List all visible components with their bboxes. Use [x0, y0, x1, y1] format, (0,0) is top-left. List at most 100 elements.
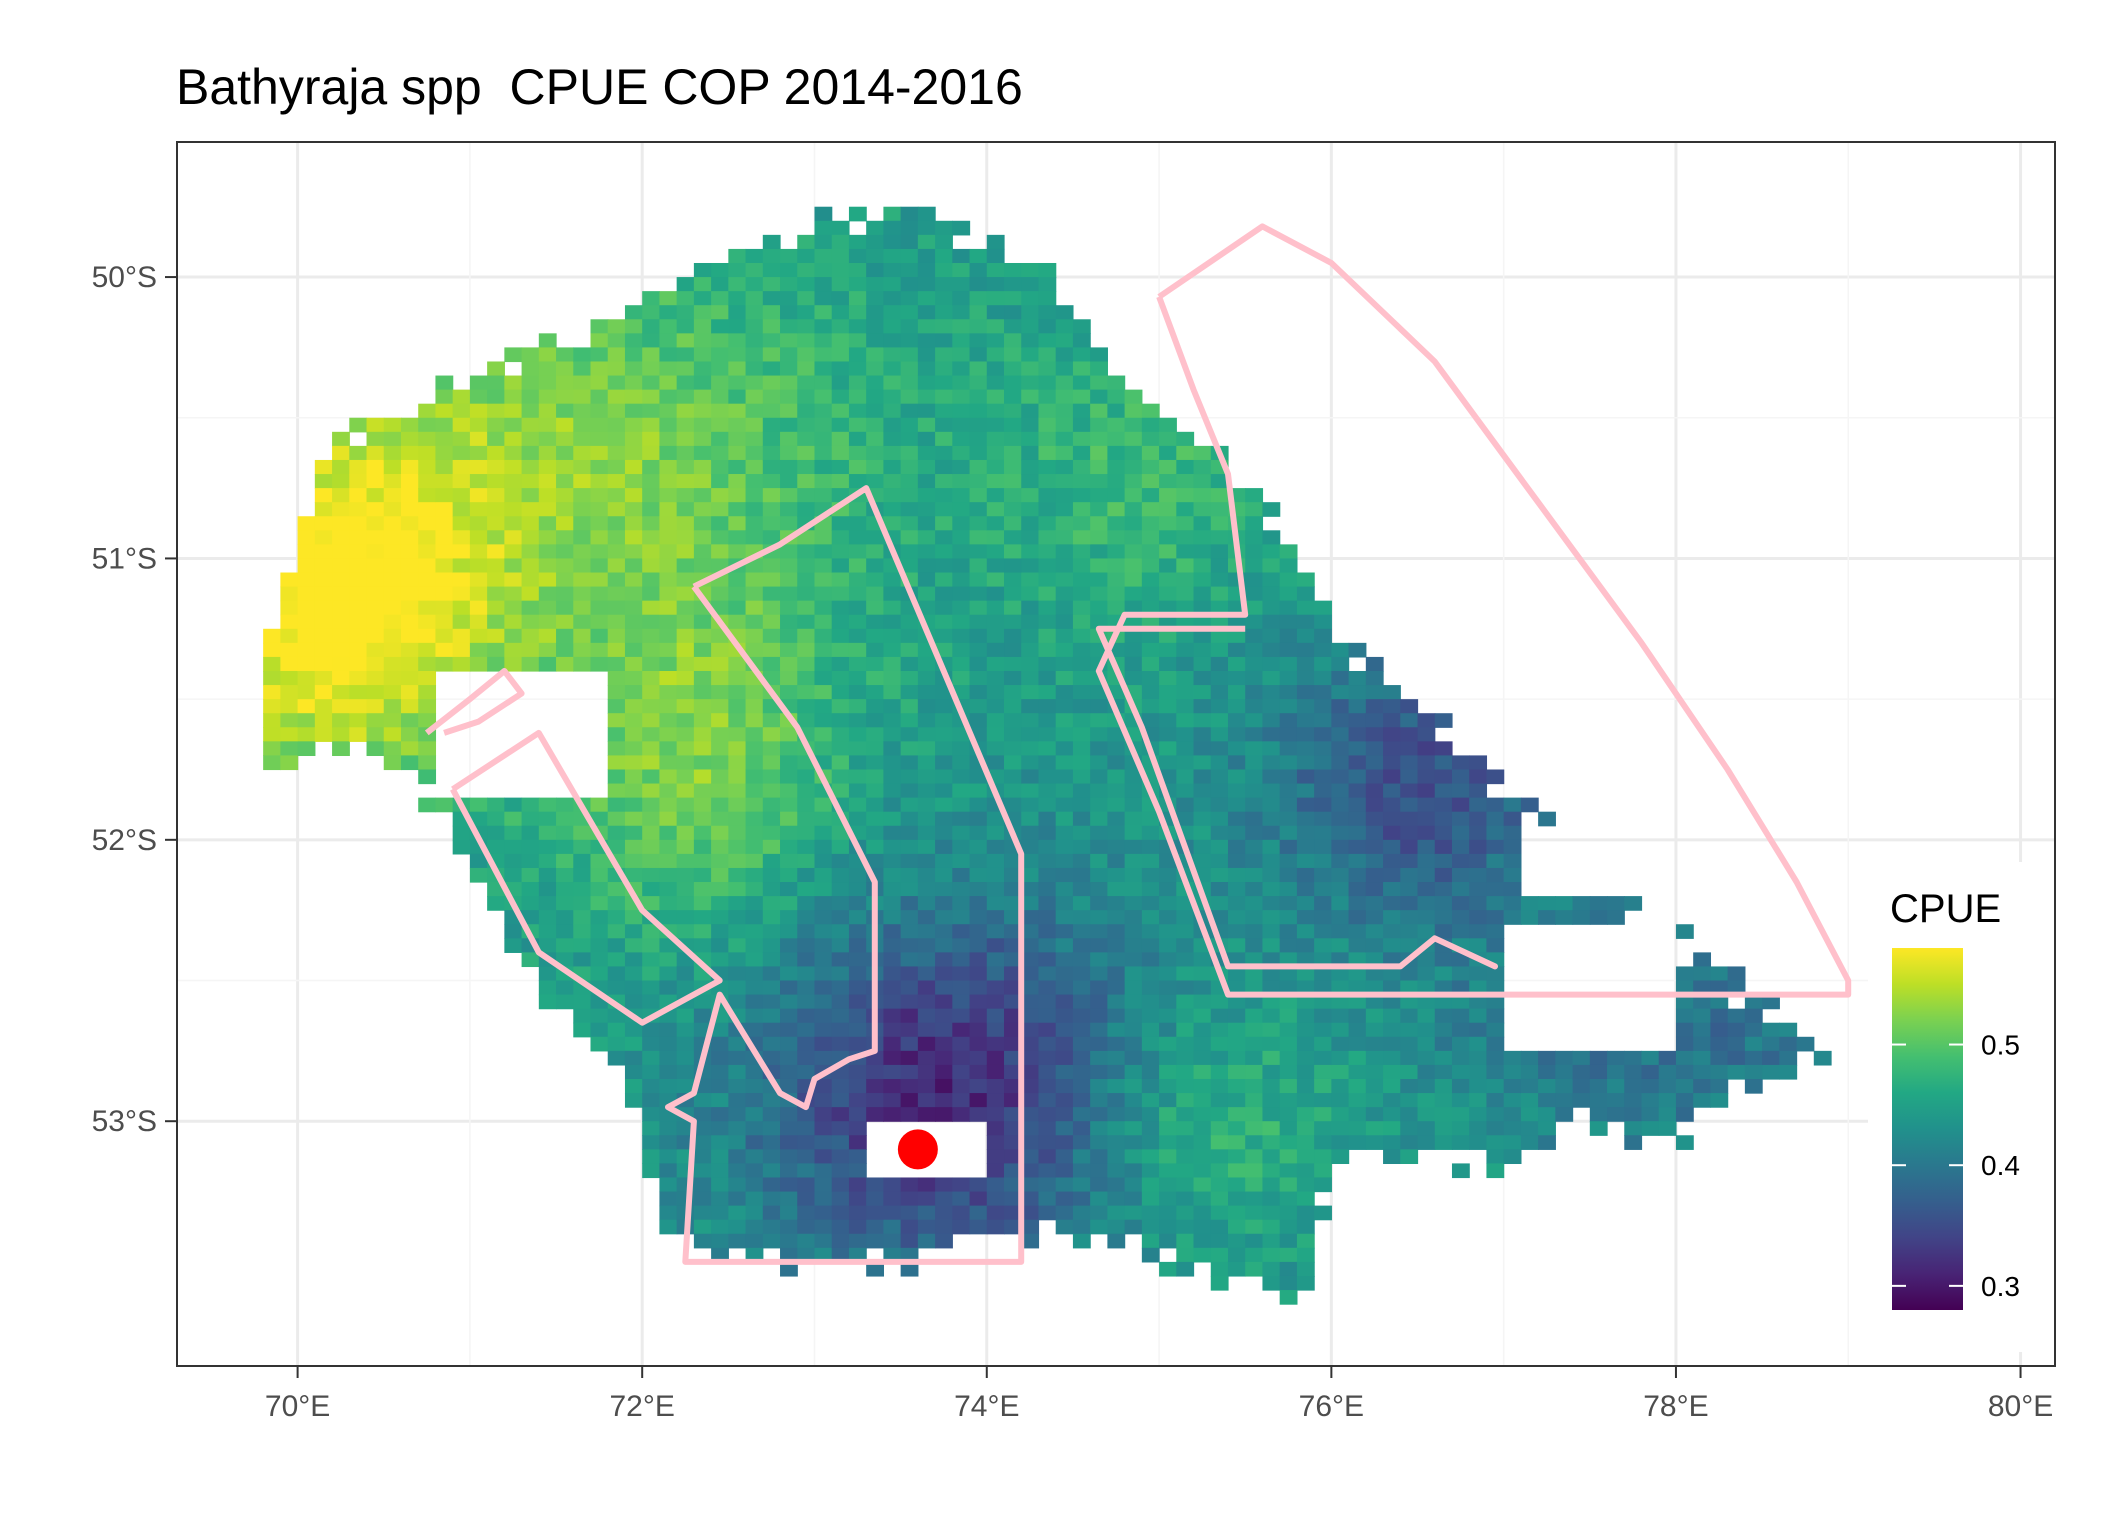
cpue-cell: [935, 291, 953, 306]
cpue-cell: [986, 1219, 1005, 1235]
x-axis-tick-label: 70°E: [265, 1390, 330, 1423]
cpue-cell: [711, 839, 729, 855]
cpue-cell: [1038, 262, 1057, 278]
cpue-cell: [900, 867, 919, 883]
cpue-cell: [435, 628, 454, 644]
cpue-cell: [693, 699, 712, 714]
cpue-cell: [607, 572, 626, 588]
cpue-cell: [1038, 1177, 1057, 1193]
cpue-cell: [1124, 656, 1143, 672]
cpue-cell: [1434, 1008, 1453, 1024]
cpue-cell: [1279, 924, 1298, 939]
cpue-cell: [883, 1050, 902, 1066]
cpue-cell: [831, 1191, 850, 1207]
cpue-cell: [642, 769, 661, 785]
cpue-cell: [780, 1022, 798, 1038]
cpue-cell: [1383, 1008, 1401, 1024]
cpue-cell: [1038, 445, 1057, 461]
cpue-cell: [469, 445, 488, 461]
cpue-cell: [1365, 910, 1384, 925]
cpue-cell: [521, 642, 540, 658]
cpue-cell: [969, 980, 988, 996]
cpue-cell: [900, 502, 919, 517]
cpue-cell: [986, 1022, 1005, 1038]
cpue-cell: [814, 1121, 833, 1136]
cpue-cell: [676, 431, 695, 447]
cpue-cell: [1227, 839, 1246, 855]
cpue-cell: [314, 488, 333, 503]
cpue-cell: [1072, 853, 1091, 869]
cpue-cell: [1641, 1107, 1660, 1122]
cpue-cell: [504, 811, 523, 827]
cpue-cell: [848, 206, 867, 222]
cpue-cell: [1400, 1093, 1419, 1108]
cpue-cell: [1021, 811, 1040, 827]
cpue-cell: [797, 825, 816, 841]
cpue-cell: [866, 347, 885, 363]
cpue-cell: [418, 642, 437, 658]
cpue-cell: [1451, 1050, 1470, 1066]
cpue-cell: [1107, 488, 1126, 503]
cpue-cell: [1434, 839, 1453, 855]
cpue-cell: [1176, 938, 1195, 953]
cpue-cell: [1262, 952, 1281, 968]
cpue-cell: [659, 853, 678, 869]
cpue-cell: [1365, 656, 1384, 672]
cpue-cell: [986, 1050, 1005, 1066]
cpue-cell: [1434, 994, 1453, 1010]
cpue-cell: [1072, 910, 1091, 925]
cpue-cell: [659, 361, 678, 377]
cpue-cell: [1124, 1008, 1143, 1024]
cpue-cell: [1710, 1064, 1729, 1080]
cpue-cell: [711, 333, 729, 349]
cpue-cell: [1296, 867, 1315, 883]
cpue-cell: [607, 825, 626, 841]
cpue-cell: [1348, 642, 1367, 658]
cpue-cell: [1245, 769, 1264, 785]
cpue-cell: [762, 741, 781, 757]
cpue-cell: [1141, 670, 1160, 686]
cpue-cell: [400, 614, 419, 630]
cpue-cell: [1365, 1121, 1384, 1136]
cpue-cell: [418, 544, 437, 560]
cpue-cell: [1262, 853, 1281, 869]
cpue-cell: [1159, 474, 1177, 489]
cpue-cell: [590, 952, 609, 968]
cpue-cell: [452, 417, 471, 433]
cpue-cell: [1245, 1093, 1264, 1108]
cpue-cell: [935, 277, 953, 292]
cpue-cell: [848, 1205, 867, 1221]
cpue-cell: [366, 502, 385, 517]
cpue-cell: [590, 516, 609, 531]
cpue-cell: [762, 656, 781, 672]
cpue-cell: [1227, 811, 1246, 827]
cpue-cell: [1072, 1107, 1091, 1122]
cpue-cell: [1021, 333, 1040, 349]
cpue-cell: [1055, 333, 1074, 349]
cpue-cell: [1210, 811, 1229, 827]
cpue-cell: [1072, 966, 1091, 982]
cpue-cell: [728, 1121, 747, 1136]
cpue-cell: [1417, 966, 1436, 982]
cpue-cell: [728, 727, 747, 742]
cpue-cell: [969, 952, 988, 968]
cpue-cell: [1193, 811, 1212, 827]
cpue-cell: [1124, 417, 1143, 433]
cpue-cell: [400, 502, 419, 517]
cpue-cell: [883, 1078, 902, 1094]
cpue-cell: [624, 403, 643, 419]
cpue-cell: [1296, 910, 1315, 925]
cpue-cell: [556, 952, 574, 968]
cpue-cell: [538, 938, 557, 953]
cpue-cell: [1279, 839, 1298, 855]
cpue-cell: [1227, 1022, 1246, 1038]
cpue-cell: [366, 530, 385, 545]
cpue-cell: [1055, 530, 1074, 545]
cpue-cell: [1589, 896, 1608, 911]
cpue-cell: [1658, 1107, 1677, 1122]
cpue-cell: [1417, 1036, 1436, 1052]
cpue-cell: [1245, 727, 1264, 742]
cpue-cell: [573, 910, 592, 925]
cpue-cell: [1813, 1050, 1832, 1066]
cpue-cell: [1072, 924, 1091, 939]
